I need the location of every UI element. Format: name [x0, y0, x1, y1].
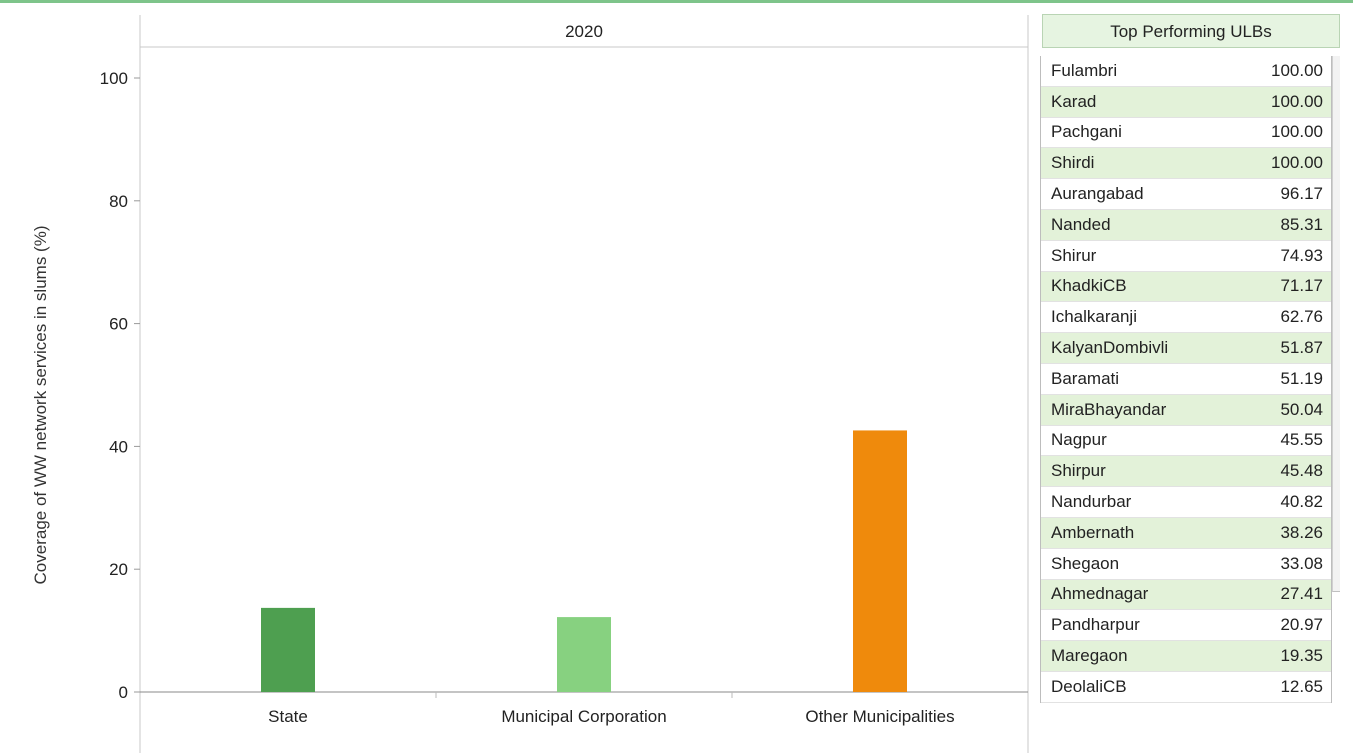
ulb-value: 51.87 — [1280, 338, 1323, 358]
table-row: Pandharpur 20.97 — [1041, 610, 1331, 641]
ulb-value: 33.08 — [1280, 554, 1323, 574]
ulb-value: 45.48 — [1280, 461, 1323, 481]
table-row: Nanded 85.31 — [1041, 210, 1331, 241]
ulb-name: KalyanDombivli — [1051, 338, 1168, 358]
ulb-value: 20.97 — [1280, 615, 1323, 635]
y-tick-label: 60 — [109, 315, 128, 334]
ulb-value: 12.65 — [1280, 677, 1323, 697]
ulb-value: 100.00 — [1271, 92, 1323, 112]
ulb-value: 71.17 — [1280, 276, 1323, 296]
ulb-name: Karad — [1051, 92, 1096, 112]
ulb-name: Nanded — [1051, 215, 1111, 235]
table-row: Shirdi 100.00 — [1041, 148, 1331, 179]
ulb-value: 100.00 — [1271, 61, 1323, 81]
ulb-name: Fulambri — [1051, 61, 1117, 81]
ulb-name: Shegaon — [1051, 554, 1119, 574]
ulb-name: Baramati — [1051, 369, 1119, 389]
y-tick-label: 80 — [109, 192, 128, 211]
ulb-name: Ahmednagar — [1051, 584, 1148, 604]
table-row: Pachgani 100.00 — [1041, 118, 1331, 149]
ulb-name: Aurangabad — [1051, 184, 1144, 204]
ulb-name: Ambernath — [1051, 523, 1134, 543]
table-row: Ahmednagar 27.41 — [1041, 580, 1331, 611]
table-row: MiraBhayandar 50.04 — [1041, 395, 1331, 426]
table-row: Aurangabad 96.17 — [1041, 179, 1331, 210]
ulb-value: 50.04 — [1280, 400, 1323, 420]
ulb-name: Pandharpur — [1051, 615, 1140, 635]
table-row: Maregaon 19.35 — [1041, 641, 1331, 672]
table-row: Karad 100.00 — [1041, 87, 1331, 118]
table-row: KhadkiCB 71.17 — [1041, 272, 1331, 303]
ulb-table: Fulambri 100.00 Karad 100.00 Pachgani 100.00 S… — [1040, 56, 1332, 703]
ulb-name: Ichalkaranji — [1051, 307, 1137, 327]
table-row: Ambernath 38.26 — [1041, 518, 1331, 549]
ulb-value: 19.35 — [1280, 646, 1323, 666]
table-row: Ichalkaranji 62.76 — [1041, 302, 1331, 333]
table-row: Baramati 51.19 — [1041, 364, 1331, 395]
x-category-label: Municipal Corporation — [501, 707, 666, 726]
top-performing-ulbs-panel: Top Performing ULBs Fulambri 100.00 Karad 1… — [1040, 14, 1340, 753]
y-tick-label: 0 — [119, 683, 128, 702]
y-tick-label: 20 — [109, 560, 128, 579]
ulb-name: Nandurbar — [1051, 492, 1131, 512]
ulb-value: 85.31 — [1280, 215, 1323, 235]
ulb-name: Shirpur — [1051, 461, 1106, 481]
table-row: Shirur 74.93 — [1041, 241, 1331, 272]
y-tick-label: 100 — [100, 69, 128, 88]
x-category-label: Other Municipalities — [805, 707, 954, 726]
table-row: DeolaliCB 12.65 — [1041, 672, 1331, 703]
facet-label: 2020 — [565, 22, 603, 41]
table-row: Nandurbar 40.82 — [1041, 487, 1331, 518]
ulb-value: 74.93 — [1280, 246, 1323, 266]
panel-title: Top Performing ULBs — [1042, 14, 1340, 48]
ulb-value: 27.41 — [1280, 584, 1323, 604]
ulb-name: Maregaon — [1051, 646, 1128, 666]
ulb-value: 38.26 — [1280, 523, 1323, 543]
ulb-value: 51.19 — [1280, 369, 1323, 389]
y-tick-label: 40 — [109, 437, 128, 456]
ulb-name: Shirdi — [1051, 153, 1094, 173]
ulb-value: 62.76 — [1280, 307, 1323, 327]
table-row: Shegaon 33.08 — [1041, 549, 1331, 580]
ulb-value: 100.00 — [1271, 153, 1323, 173]
bar-0 — [261, 608, 315, 692]
ulb-name: DeolaliCB — [1051, 677, 1127, 697]
table-row: KalyanDombivli 51.87 — [1041, 333, 1331, 364]
ulb-name: Pachgani — [1051, 122, 1122, 142]
table-row: Nagpur 45.55 — [1041, 426, 1331, 457]
bar-2 — [853, 430, 907, 692]
ulb-name: Nagpur — [1051, 430, 1107, 450]
x-category-label: State — [268, 707, 308, 726]
table-row: Fulambri 100.00 — [1041, 56, 1331, 87]
panel-scrollbar[interactable] — [1332, 56, 1340, 592]
bar-chart: 2020 0 20 40 60 80 100 Coverage of WW network s… — [0, 0, 1030, 753]
ulb-value: 100.00 — [1271, 122, 1323, 142]
bar-1 — [557, 617, 611, 692]
ulb-value: 96.17 — [1280, 184, 1323, 204]
ulb-value: 45.55 — [1280, 430, 1323, 450]
table-row: Shirpur 45.48 — [1041, 456, 1331, 487]
ulb-value: 40.82 — [1280, 492, 1323, 512]
y-axis-title: Coverage of WW network services in slums… — [31, 226, 50, 585]
ulb-name: MiraBhayandar — [1051, 400, 1166, 420]
ulb-name: Shirur — [1051, 246, 1096, 266]
ulb-name: KhadkiCB — [1051, 276, 1127, 296]
